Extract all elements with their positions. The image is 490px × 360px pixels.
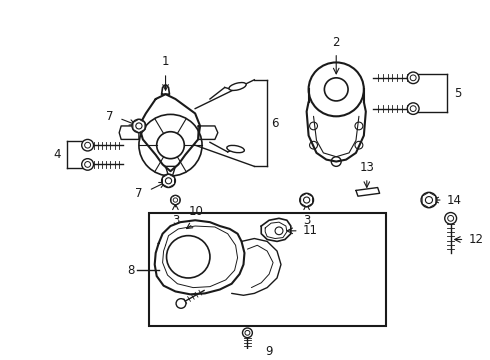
Circle shape: [176, 299, 186, 308]
Text: 7: 7: [135, 187, 143, 200]
Text: 1: 1: [162, 55, 170, 68]
Text: 3: 3: [172, 215, 179, 228]
Text: 13: 13: [359, 161, 374, 174]
Text: 5: 5: [455, 87, 462, 100]
Circle shape: [300, 193, 314, 207]
Text: 2: 2: [333, 36, 340, 49]
Circle shape: [407, 103, 419, 114]
Circle shape: [421, 192, 437, 208]
Ellipse shape: [229, 82, 246, 90]
Ellipse shape: [227, 145, 245, 153]
Text: 4: 4: [53, 148, 61, 161]
Circle shape: [82, 159, 94, 170]
Text: 6: 6: [271, 117, 279, 130]
Bar: [149, 212, 386, 326]
Circle shape: [162, 174, 175, 188]
Circle shape: [132, 119, 146, 133]
Text: 3: 3: [303, 215, 310, 228]
Text: 7: 7: [105, 110, 113, 123]
Text: 10: 10: [189, 205, 203, 218]
Text: 8: 8: [127, 264, 135, 277]
Circle shape: [445, 212, 457, 224]
Circle shape: [171, 195, 180, 205]
Text: 9: 9: [265, 345, 273, 357]
Text: 12: 12: [468, 233, 484, 246]
Circle shape: [407, 72, 419, 84]
Circle shape: [243, 358, 252, 360]
Text: 14: 14: [447, 194, 462, 207]
Circle shape: [82, 139, 94, 151]
Circle shape: [243, 328, 252, 338]
Text: 11: 11: [303, 224, 318, 237]
